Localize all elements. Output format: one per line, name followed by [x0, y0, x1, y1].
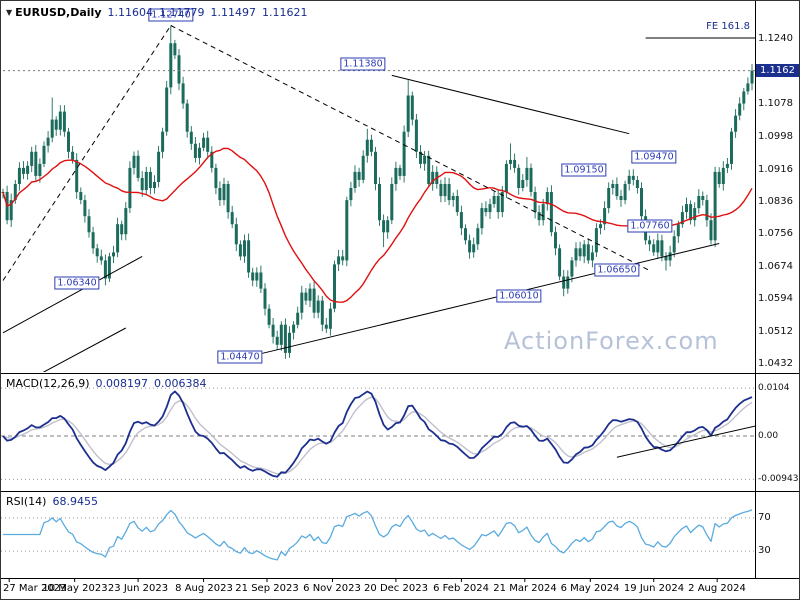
macd-signal-value: 0.006384: [154, 377, 207, 390]
ohlc-low-value: 1.11497: [210, 6, 257, 19]
symbol-marker-icon: ▼: [6, 8, 13, 17]
fibonacci-extension-label: FE 161.8: [706, 21, 750, 32]
ohlc-close-value: 1.11621: [262, 6, 308, 19]
rsi-indicator-label: RSI(14): [6, 495, 47, 508]
macd-main-value: 0.008197: [95, 377, 149, 390]
price-panel-header: ▼ EURUSD,Daily 1.11604 1.11779 1.11497 1.1162…: [6, 6, 308, 19]
rsi-panel-header: RSI(14) 68.9455: [6, 495, 98, 508]
ohlc-open-value: 1.11604: [107, 6, 154, 19]
current-price-tag: 1.1162: [756, 64, 799, 77]
watermark: ActionForex.com: [504, 327, 719, 355]
rsi-value: 68.9455: [52, 495, 98, 508]
macd-indicator-label: MACD(12,26,9): [6, 377, 90, 390]
macd-panel-header: MACD(12,26,9) 0.008197 0.006384: [6, 377, 207, 390]
ohlc-high-value: 1.11779: [159, 6, 205, 19]
symbol-timeframe-label: EURUSD,Daily: [15, 6, 102, 19]
